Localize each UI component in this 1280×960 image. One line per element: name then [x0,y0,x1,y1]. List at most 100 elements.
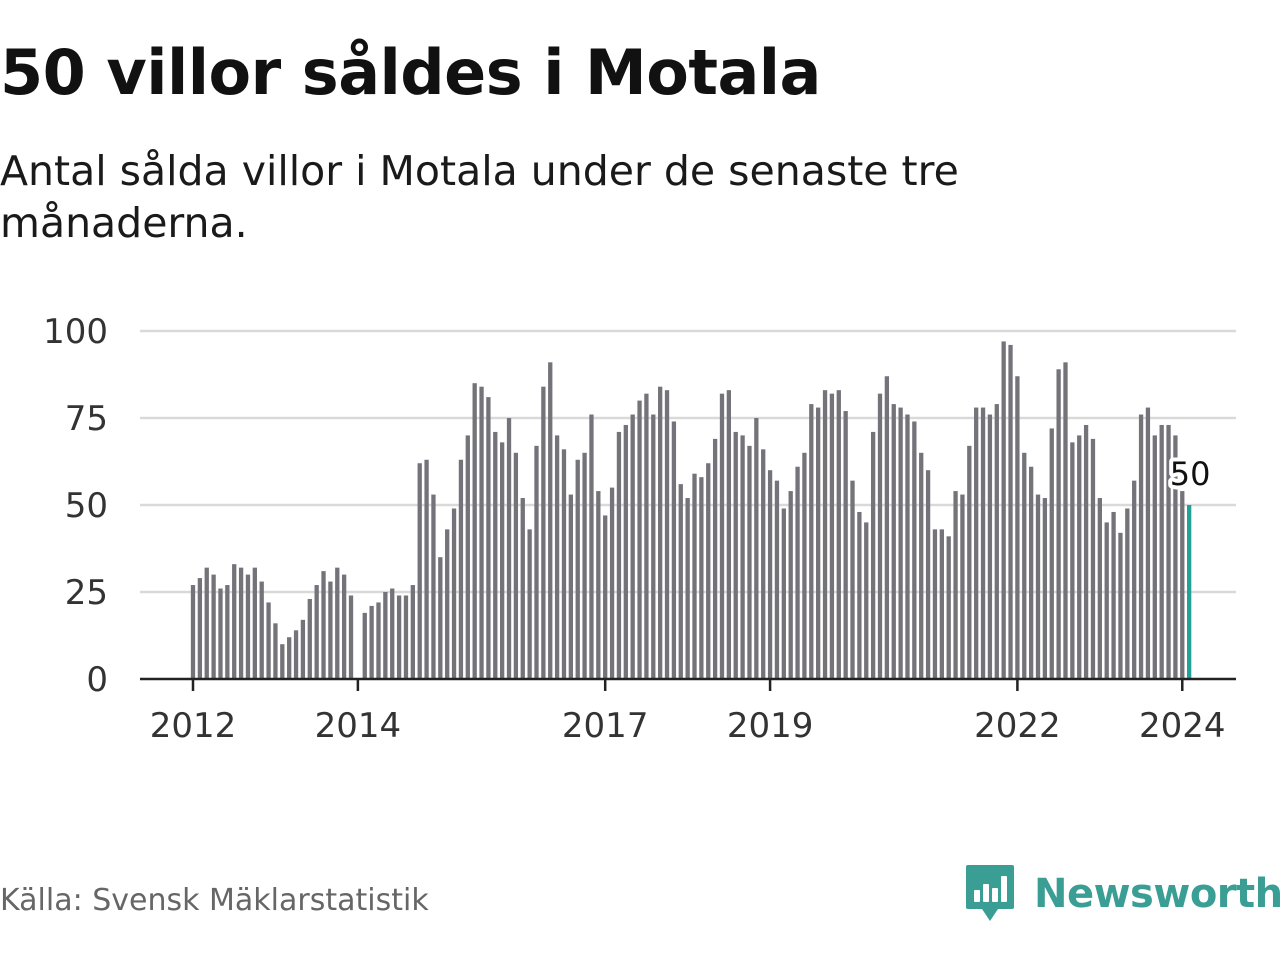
bar [857,511,862,679]
bar [919,452,924,679]
bar [1138,414,1144,679]
bar [1097,498,1102,679]
bar [396,595,402,679]
bar [1083,424,1089,679]
y-tick-label: 100 [43,312,108,352]
bar [616,431,622,679]
bar [1166,424,1171,679]
bar [1015,376,1020,679]
bar [795,466,800,679]
bar [424,459,429,679]
bar [664,390,670,679]
x-tick-label: 2024 [1139,706,1226,746]
bar [712,438,718,679]
bar [733,431,738,679]
bar [925,470,931,679]
bar [1145,407,1151,679]
bar [651,414,656,679]
bar [864,522,869,679]
bar [987,414,993,679]
newsworthy-logo-icon [966,865,1014,921]
bar [761,449,766,679]
bar [218,588,223,679]
brand: Newsworthy [964,862,1280,926]
bar [905,414,910,679]
bar [486,397,491,679]
bar [603,515,608,679]
bar [513,452,519,679]
source-note: Källa: Svensk Mäklarstatistik [0,883,429,918]
bar [445,529,450,679]
bar [582,452,587,679]
bar [438,557,443,679]
bar [321,571,326,679]
bar [225,585,230,679]
bar [774,480,780,679]
bar [431,494,436,679]
y-tick-label: 25 [65,573,108,613]
brand-name: Newsworthy [1034,871,1280,917]
bar [685,498,690,679]
bar [335,567,340,679]
bar [1090,438,1096,679]
bar [850,480,855,679]
bar [870,431,876,679]
bar [754,418,759,679]
bar [809,404,814,679]
bar [465,435,470,679]
bar [252,567,257,679]
bar [1049,428,1054,679]
bar [259,581,264,679]
bar [767,470,773,679]
bar [293,630,299,679]
bar [1056,369,1061,679]
bar [1042,498,1048,679]
highlighted-bar [1187,505,1192,679]
bar [238,567,244,679]
bar [644,393,649,679]
bar [273,623,278,679]
bar [1132,480,1137,679]
bar [822,390,828,679]
bar [658,386,663,679]
x-tick-label: 2022 [974,706,1061,746]
bar [362,612,367,679]
x-tick-label: 2017 [562,706,649,746]
bar [671,421,677,679]
bar [788,491,793,679]
bar [534,445,539,679]
bar [974,407,979,679]
bar [314,585,319,679]
bar [637,400,642,679]
bar [211,574,216,679]
bar [383,592,388,679]
bar [232,564,237,679]
x-tick-label: 2012 [150,706,237,746]
bar [1152,435,1157,679]
bar-chart: 0 25 50 75 100 2012 2014 2017 2019 2022 2024 50 [43,312,1236,746]
bar [589,414,594,679]
bar [561,449,567,679]
bar [1022,452,1027,679]
bar [500,442,505,679]
bar [204,567,209,679]
bar [348,595,354,679]
bar [836,390,841,679]
y-tick-label: 75 [65,399,108,439]
y-tick-label: 0 [86,660,108,700]
bar [575,459,580,679]
bar [747,445,752,679]
bar [740,435,745,679]
bar [946,536,951,679]
bar [623,424,628,679]
bar [1180,491,1185,679]
bar [541,386,546,679]
bar [816,407,821,679]
bar [1028,466,1034,679]
bar [939,529,944,679]
bar [390,588,395,679]
bar [1104,522,1109,679]
x-tick-label: 2019 [727,706,814,746]
bar [1159,424,1164,679]
bar [994,404,999,679]
